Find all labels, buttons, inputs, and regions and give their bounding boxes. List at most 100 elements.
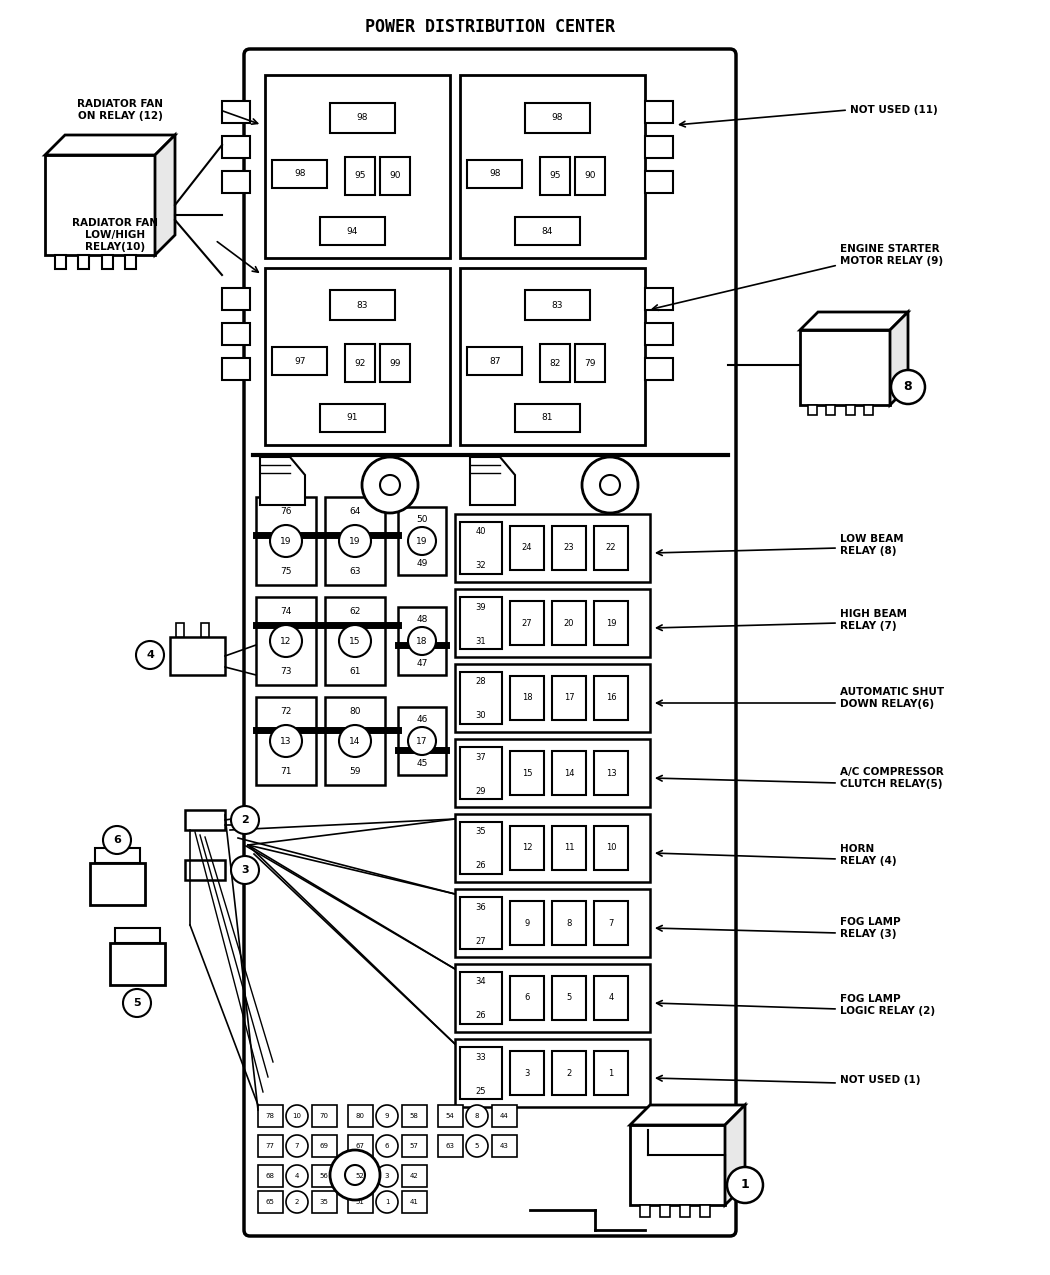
Text: 1: 1 — [740, 1178, 750, 1192]
Text: 48: 48 — [416, 615, 427, 623]
FancyBboxPatch shape — [552, 901, 586, 945]
Circle shape — [339, 625, 371, 657]
Text: HORN
RELAY (4): HORN RELAY (4) — [840, 844, 897, 866]
FancyBboxPatch shape — [455, 589, 650, 657]
FancyBboxPatch shape — [201, 623, 209, 638]
FancyBboxPatch shape — [455, 813, 650, 882]
FancyBboxPatch shape — [320, 404, 385, 432]
FancyBboxPatch shape — [510, 975, 544, 1020]
FancyBboxPatch shape — [116, 928, 160, 944]
Text: 6: 6 — [113, 835, 121, 845]
FancyBboxPatch shape — [345, 157, 375, 195]
FancyBboxPatch shape — [256, 497, 316, 585]
Circle shape — [286, 1191, 308, 1213]
FancyBboxPatch shape — [575, 344, 605, 382]
FancyBboxPatch shape — [380, 157, 410, 195]
FancyBboxPatch shape — [594, 751, 628, 796]
Text: 16: 16 — [606, 694, 616, 703]
Text: 65: 65 — [266, 1198, 274, 1205]
Text: 24: 24 — [522, 543, 532, 552]
Text: 26: 26 — [476, 862, 486, 871]
FancyBboxPatch shape — [398, 607, 446, 674]
FancyBboxPatch shape — [185, 810, 225, 830]
FancyBboxPatch shape — [258, 1165, 284, 1187]
FancyBboxPatch shape — [222, 171, 250, 193]
FancyBboxPatch shape — [326, 497, 385, 585]
Text: 45: 45 — [416, 759, 427, 768]
Text: 19: 19 — [280, 537, 292, 546]
Text: 61: 61 — [350, 667, 361, 676]
FancyBboxPatch shape — [645, 101, 673, 122]
Text: 58: 58 — [410, 1113, 419, 1119]
Circle shape — [270, 525, 302, 557]
FancyBboxPatch shape — [594, 975, 628, 1020]
Circle shape — [286, 1105, 308, 1127]
FancyBboxPatch shape — [594, 527, 628, 570]
Text: 37: 37 — [476, 752, 486, 761]
Text: 80: 80 — [356, 1113, 364, 1119]
Text: 72: 72 — [280, 706, 292, 715]
Text: 27: 27 — [476, 937, 486, 946]
Text: 25: 25 — [476, 1086, 486, 1095]
Circle shape — [376, 1191, 398, 1213]
FancyBboxPatch shape — [594, 826, 628, 870]
Text: 35: 35 — [319, 1198, 329, 1205]
Text: 18: 18 — [522, 694, 532, 703]
Polygon shape — [724, 1105, 746, 1205]
FancyBboxPatch shape — [510, 826, 544, 870]
FancyBboxPatch shape — [455, 514, 650, 581]
Text: 49: 49 — [416, 558, 427, 567]
Circle shape — [582, 456, 638, 513]
FancyBboxPatch shape — [176, 623, 184, 638]
FancyBboxPatch shape — [265, 75, 450, 258]
Polygon shape — [260, 456, 304, 505]
Text: 98: 98 — [294, 170, 306, 179]
Text: 63: 63 — [445, 1142, 455, 1149]
Text: 15: 15 — [350, 636, 361, 645]
Text: 57: 57 — [410, 1142, 419, 1149]
Text: 62: 62 — [350, 607, 361, 616]
FancyBboxPatch shape — [594, 901, 628, 945]
FancyBboxPatch shape — [864, 405, 873, 414]
FancyBboxPatch shape — [645, 136, 673, 158]
FancyBboxPatch shape — [594, 601, 628, 645]
Text: 10: 10 — [606, 844, 616, 853]
Text: 50: 50 — [416, 515, 427, 524]
Circle shape — [408, 527, 436, 555]
FancyBboxPatch shape — [78, 255, 89, 269]
FancyBboxPatch shape — [460, 1047, 502, 1099]
Text: 14: 14 — [564, 769, 574, 778]
FancyBboxPatch shape — [552, 826, 586, 870]
Text: 2: 2 — [242, 815, 249, 825]
Text: 43: 43 — [500, 1142, 508, 1149]
FancyBboxPatch shape — [630, 1125, 724, 1205]
FancyBboxPatch shape — [222, 288, 250, 310]
FancyBboxPatch shape — [330, 289, 395, 320]
Text: 70: 70 — [319, 1113, 329, 1119]
Text: 3: 3 — [524, 1068, 529, 1077]
FancyBboxPatch shape — [455, 889, 650, 958]
FancyBboxPatch shape — [438, 1105, 463, 1127]
Circle shape — [286, 1165, 308, 1187]
Text: 59: 59 — [350, 766, 361, 775]
Circle shape — [136, 641, 164, 669]
FancyBboxPatch shape — [460, 822, 502, 873]
FancyBboxPatch shape — [312, 1191, 337, 1213]
FancyBboxPatch shape — [348, 1165, 373, 1187]
Circle shape — [270, 725, 302, 757]
Text: 8: 8 — [475, 1113, 479, 1119]
Circle shape — [339, 525, 371, 557]
Text: 31: 31 — [476, 636, 486, 645]
Text: 97: 97 — [294, 357, 306, 366]
Text: 64: 64 — [350, 506, 361, 515]
Text: 10: 10 — [293, 1113, 301, 1119]
FancyBboxPatch shape — [700, 1205, 710, 1218]
Text: 83: 83 — [356, 301, 368, 310]
Text: 84: 84 — [542, 227, 552, 236]
FancyBboxPatch shape — [402, 1105, 427, 1127]
Text: 3: 3 — [242, 864, 249, 875]
Text: 63: 63 — [350, 566, 361, 575]
FancyBboxPatch shape — [258, 1191, 284, 1213]
Text: 83: 83 — [551, 301, 563, 310]
Polygon shape — [800, 312, 908, 330]
